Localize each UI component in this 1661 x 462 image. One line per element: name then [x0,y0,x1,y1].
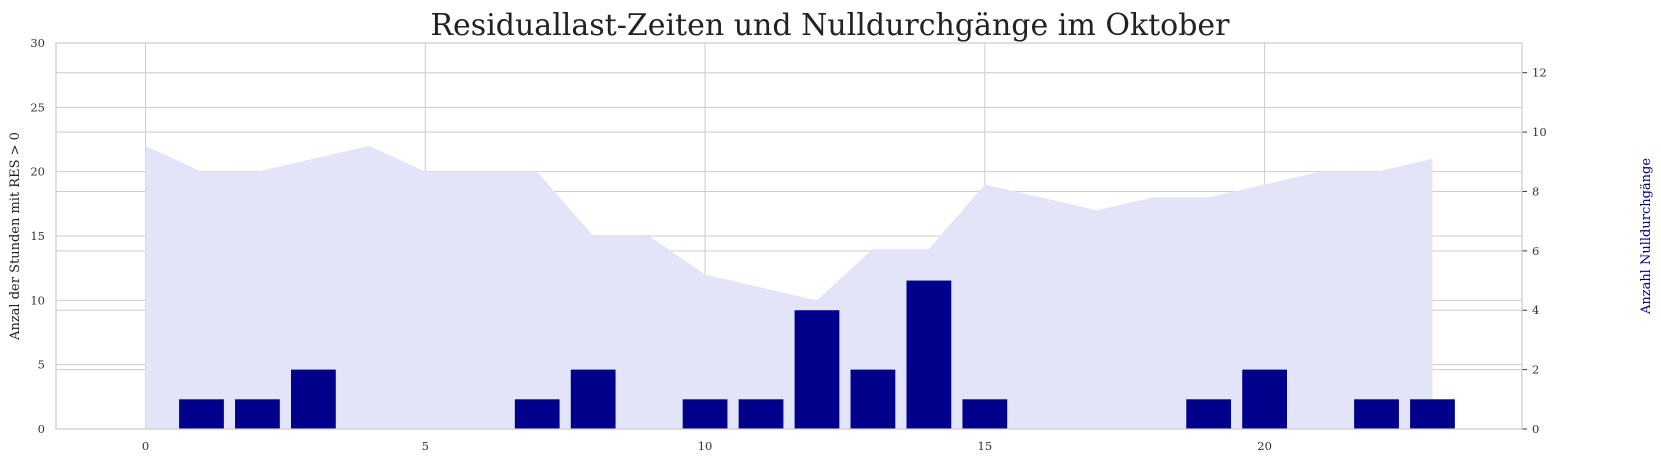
right-axis-label: Anzahl Nulldurchgänge [1639,158,1654,315]
x-tick-label: 5 [422,439,429,453]
bar [514,399,560,429]
axis-layer: 0 5 10 15 20 0 5 10 15 20 25 30 0 2 4 6 8 10 12 [30,36,1546,453]
bar [1242,369,1287,429]
right-y-tick-label: 8 [1532,184,1539,198]
right-y-tick-label: 6 [1532,244,1539,258]
right-y-tick-label: 10 [1532,125,1547,139]
x-tick-label: 20 [1257,439,1272,453]
bar [1354,399,1399,429]
bar [738,399,784,429]
bar [682,399,728,429]
bar [235,399,280,429]
right-y-tick-label: 12 [1532,66,1547,80]
bar [906,280,952,429]
left-axis-label: Anzal der Stunden mit RES > 0 [8,132,23,341]
right-y-tick-label: 4 [1532,303,1539,317]
chart-title: Residuallast-Zeiten und Nulldurchgänge i… [430,8,1230,43]
bar [850,369,896,429]
bar-layer [179,280,1455,429]
left-y-tick-label: 15 [30,229,45,243]
x-tick-label: 0 [142,439,149,453]
x-tick-label: 15 [978,439,993,453]
left-y-tick-label: 0 [38,422,45,436]
x-tick-label: 10 [698,439,713,453]
bar [570,369,616,429]
left-y-tick-label: 10 [30,293,45,307]
right-y-tick-label: 2 [1532,363,1539,377]
bar [291,369,336,429]
area-layer [145,145,1433,429]
left-y-tick-label: 20 [30,165,45,179]
bar [962,399,1008,429]
area-series [145,145,1433,429]
bar [1410,399,1455,429]
bar [1186,399,1232,429]
plot-frame [55,42,1523,430]
left-y-tick-label: 25 [30,100,45,114]
right-y-tick-label: 0 [1532,422,1539,436]
bar [179,399,224,429]
bar [794,310,840,429]
left-y-tick-label: 30 [30,36,45,50]
left-y-tick-label: 5 [38,358,45,372]
